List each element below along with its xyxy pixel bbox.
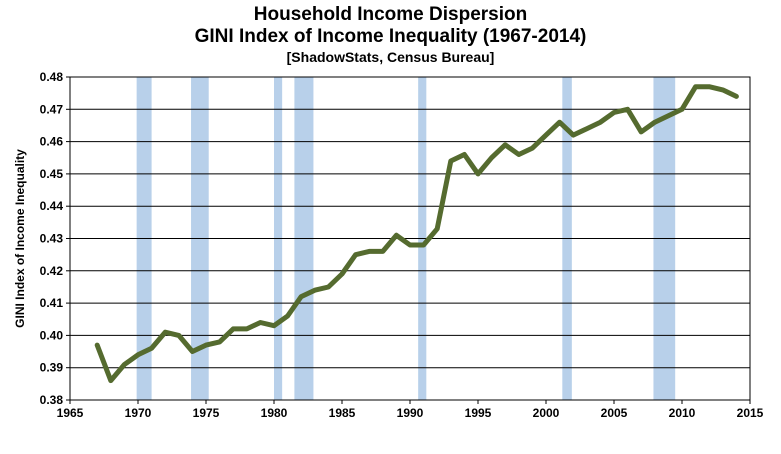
x-tick-label: 1965 xyxy=(57,406,84,420)
y-tick-label: 0.40 xyxy=(40,328,64,342)
y-tick-label: 0.41 xyxy=(40,296,64,310)
x-tick-label: 1970 xyxy=(125,406,152,420)
chart-source: [ShadowStats, Census Bureau] xyxy=(286,49,495,65)
x-tick-label: 2005 xyxy=(601,406,628,420)
y-tick-label: 0.44 xyxy=(40,199,64,213)
x-tick-label: 1985 xyxy=(329,406,356,420)
y-tick-label: 0.38 xyxy=(40,393,64,407)
chart-title-block: Household Income Dispersion GINI Index o… xyxy=(0,4,781,66)
x-tick-label: 2015 xyxy=(737,406,764,420)
chart-title: Household Income Dispersion xyxy=(253,4,528,25)
gini-series-line xyxy=(94,84,739,384)
y-tick-label: 0.42 xyxy=(40,264,64,278)
chart-subtitle: GINI Index of Income Inequality (1967-20… xyxy=(194,26,587,47)
x-tick-label: 1975 xyxy=(193,406,220,420)
y-tick-label: 0.47 xyxy=(40,102,64,116)
y-tick-label: 0.48 xyxy=(40,70,64,84)
y-tick-label: 0.46 xyxy=(40,135,64,149)
x-tick-label: 2000 xyxy=(533,406,560,420)
y-tick-label: 0.45 xyxy=(40,167,64,181)
y-tick-label: 0.39 xyxy=(40,361,64,375)
x-tick-label: 1980 xyxy=(261,406,288,420)
x-tick-label: 1995 xyxy=(465,406,492,420)
y-axis: 0.38 0.39 0.40 0.41 0.42 0.43 0.44 0.45 0.46 0.47… xyxy=(40,70,70,407)
x-tick-label: 1990 xyxy=(397,406,424,420)
x-tick-label: 2010 xyxy=(669,406,696,420)
y-axis-label: GINI Index of Income Inequality xyxy=(13,149,27,328)
x-axis: 1965 1970 1975 1980 1985 1990 1995 2000 2005 2010… xyxy=(57,400,764,420)
y-tick-label: 0.43 xyxy=(40,232,64,246)
